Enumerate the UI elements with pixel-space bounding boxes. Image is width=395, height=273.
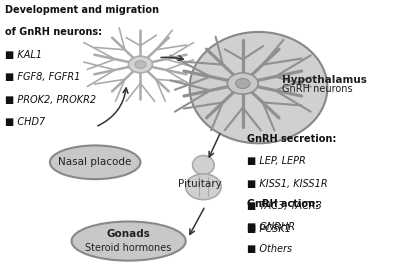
Text: ■ KISS1, KISS1R: ■ KISS1, KISS1R bbox=[247, 179, 327, 189]
Ellipse shape bbox=[193, 156, 214, 174]
Text: GnRH action:: GnRH action: bbox=[247, 199, 319, 209]
Text: ■ FGF8, FGFR1: ■ FGF8, FGFR1 bbox=[5, 72, 80, 82]
Text: Nasal placode: Nasal placode bbox=[58, 157, 132, 167]
Text: Gonads: Gonads bbox=[107, 229, 150, 239]
Ellipse shape bbox=[228, 73, 258, 94]
Ellipse shape bbox=[50, 146, 141, 179]
Text: ■ PCSK1: ■ PCSK1 bbox=[247, 224, 291, 234]
Ellipse shape bbox=[186, 174, 221, 200]
Ellipse shape bbox=[190, 32, 327, 143]
Ellipse shape bbox=[128, 56, 152, 73]
Text: ■ TAC3, TACR3: ■ TAC3, TACR3 bbox=[247, 201, 322, 211]
Text: ■ GNRHR: ■ GNRHR bbox=[247, 221, 295, 232]
Text: Pituitary: Pituitary bbox=[178, 179, 221, 189]
Ellipse shape bbox=[71, 221, 186, 261]
Text: Development and migration: Development and migration bbox=[5, 5, 159, 15]
Text: ■ PROK2, PROKR2: ■ PROK2, PROKR2 bbox=[5, 95, 96, 105]
Ellipse shape bbox=[235, 79, 250, 88]
Ellipse shape bbox=[135, 61, 146, 69]
Text: ■ Others: ■ Others bbox=[247, 244, 292, 254]
Text: ■ KAL1: ■ KAL1 bbox=[5, 50, 41, 60]
Text: Steroid hormones: Steroid hormones bbox=[85, 243, 172, 253]
Text: GnRH secretion:: GnRH secretion: bbox=[247, 134, 336, 144]
Text: of GnRH neurons:: of GnRH neurons: bbox=[5, 27, 102, 37]
Text: ■ CHD7: ■ CHD7 bbox=[5, 117, 45, 127]
Text: Hypothalamus: Hypothalamus bbox=[282, 75, 367, 85]
Text: GnRH neurons: GnRH neurons bbox=[282, 84, 353, 94]
Text: ■ LEP, LEPR: ■ LEP, LEPR bbox=[247, 156, 305, 166]
